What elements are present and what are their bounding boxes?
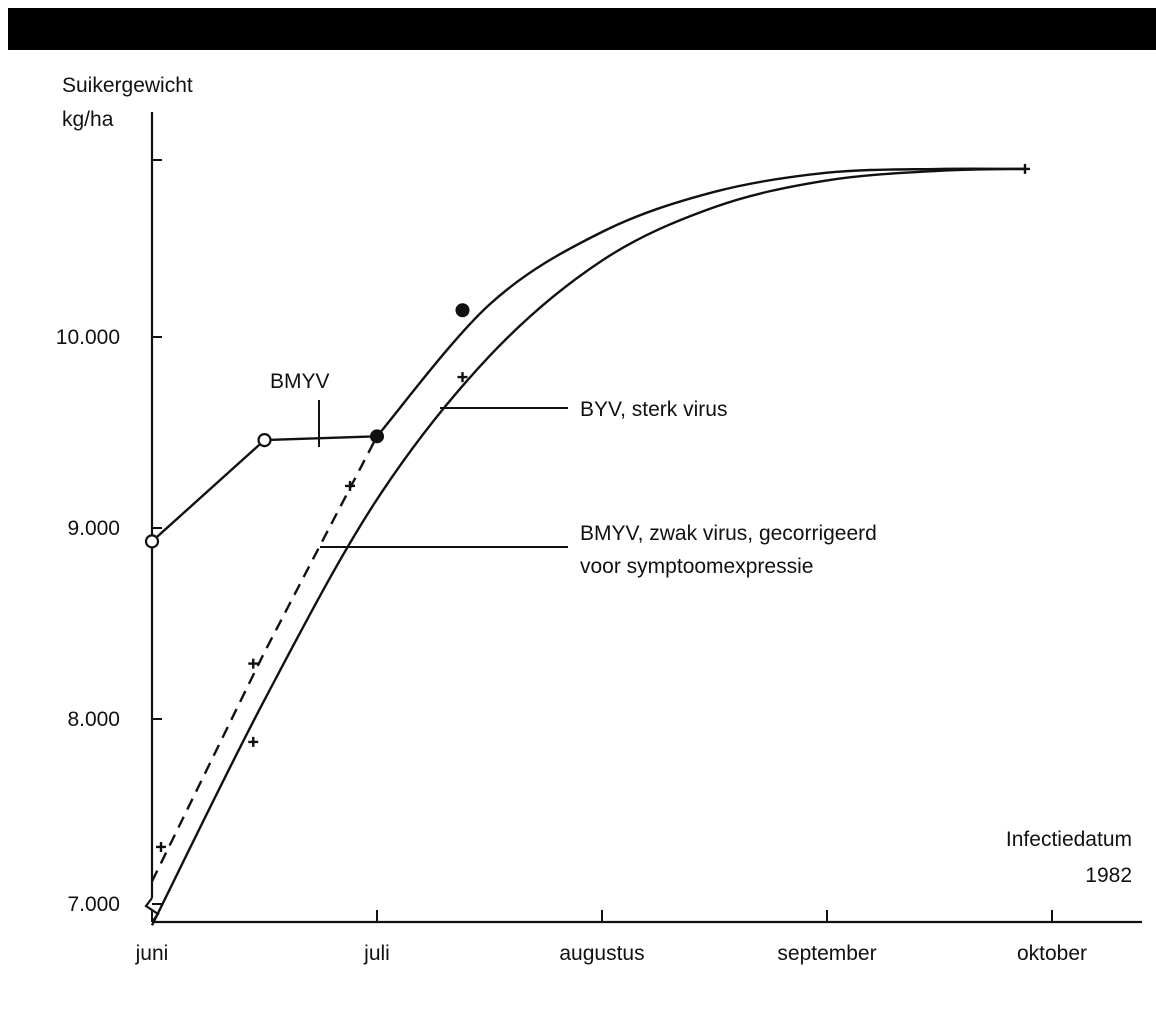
y-tick-label: 7.000 bbox=[67, 893, 120, 916]
y-tick-label: 10.000 bbox=[56, 326, 120, 349]
x-tick-label: september bbox=[777, 942, 876, 965]
x-tick-label: juni bbox=[135, 942, 169, 965]
point-bmyv-open-circle bbox=[257, 433, 272, 448]
point-bmyv-open-circle bbox=[144, 534, 160, 549]
x-tick-label: oktober bbox=[1017, 942, 1087, 965]
series-byv-line bbox=[150, 167, 1026, 926]
x-tick-label: augustus bbox=[559, 942, 644, 965]
x-ticks: juni juli augustus september oktober bbox=[135, 910, 1087, 965]
series-zwak-dashed-line bbox=[150, 435, 379, 882]
annotation-zwak-line-2: voor symptoomexpressie bbox=[580, 555, 813, 578]
point-zwak-cross bbox=[156, 841, 166, 852]
annotation-byv: BYV, sterk virus bbox=[580, 398, 727, 421]
series-bmyv-line bbox=[151, 435, 378, 543]
top-black-bar bbox=[8, 8, 1156, 50]
point-zwak-filled-circle bbox=[370, 429, 384, 444]
series-zwak-solid-line bbox=[376, 167, 1026, 438]
point-zwak-filled-circle bbox=[455, 303, 470, 318]
y-axis-title-line-2: kg/ha bbox=[62, 108, 114, 131]
point-byv-cross bbox=[345, 480, 355, 491]
data-markers bbox=[144, 163, 1030, 852]
annotation-zwak-line-1: BMYV, zwak virus, gecorrigeerd bbox=[580, 522, 877, 545]
point-zwak-cross bbox=[248, 658, 259, 669]
point-byv-cross bbox=[248, 736, 259, 747]
x-axis-title-line-1: Infectiedatum bbox=[1006, 828, 1132, 851]
y-axis-title-line-1: Suikergewicht bbox=[62, 74, 193, 97]
point-byv-cross bbox=[457, 372, 468, 383]
x-axis-title-line-2: 1982 bbox=[1085, 864, 1132, 887]
annotation-bmyv: BMYV bbox=[270, 370, 330, 393]
point-byv-cross bbox=[1020, 163, 1030, 174]
y-ticks: 7.000 8.000 9.000 10.000 bbox=[56, 159, 162, 916]
y-tick-label: 8.000 bbox=[67, 708, 120, 731]
x-tick-label: juli bbox=[363, 942, 390, 965]
y-tick-label: 9.000 bbox=[67, 517, 120, 540]
